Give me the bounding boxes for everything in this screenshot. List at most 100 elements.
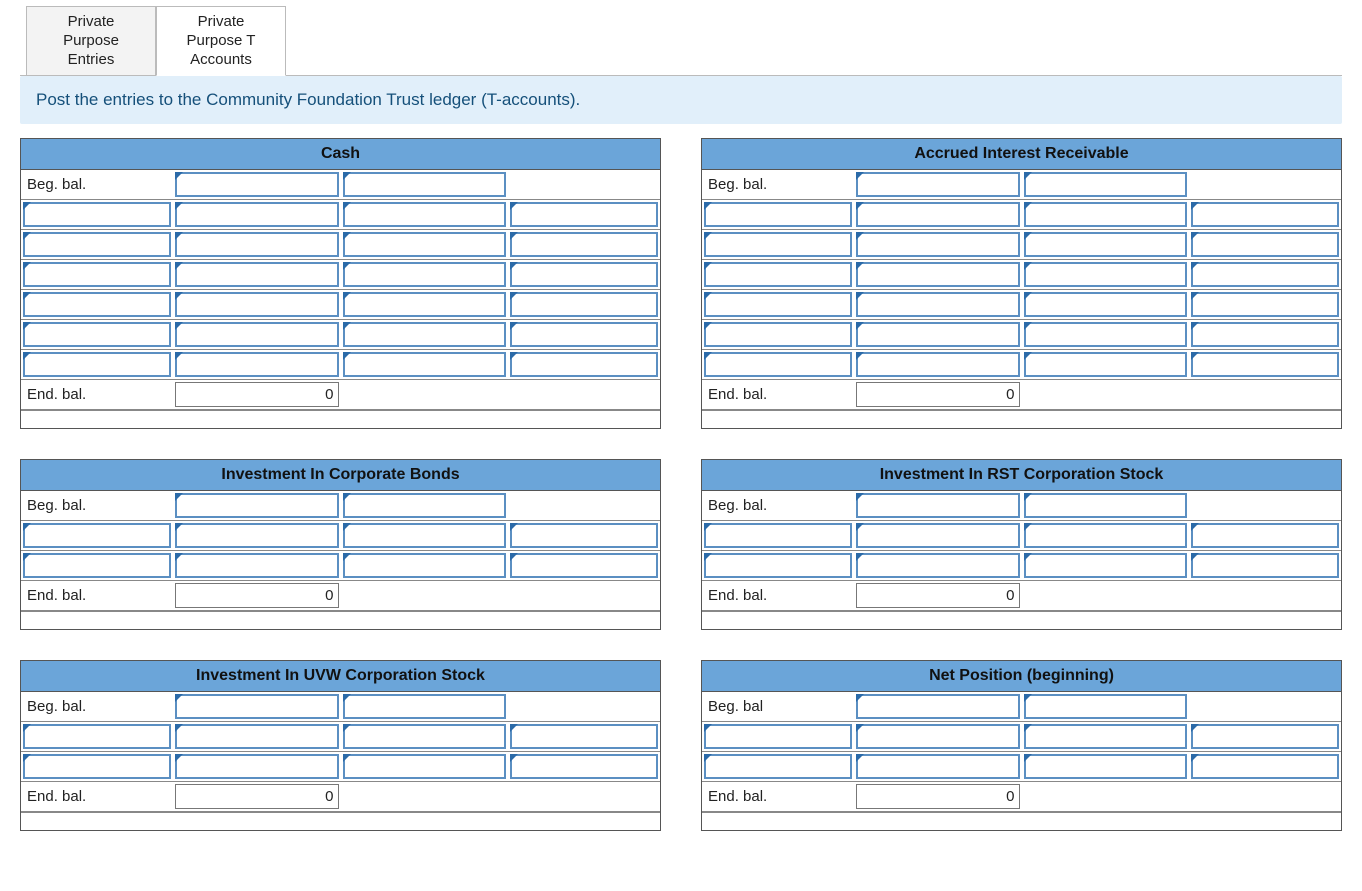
amount-input[interactable] [23, 262, 171, 287]
amount-input[interactable] [343, 202, 506, 227]
amount-input[interactable] [1024, 262, 1187, 287]
amount-input[interactable] [704, 202, 852, 227]
amount-input[interactable] [1024, 232, 1187, 257]
amount-input[interactable] [343, 292, 506, 317]
t-account-title: Investment In UVW Corporation Stock [21, 661, 660, 692]
amount-input[interactable] [856, 202, 1019, 227]
amount-input[interactable] [1191, 523, 1339, 548]
amount-input[interactable] [1191, 232, 1339, 257]
amount-input[interactable] [1024, 724, 1187, 749]
amount-input[interactable] [856, 232, 1019, 257]
amount-input[interactable] [175, 172, 338, 197]
t-cell [508, 200, 660, 229]
amount-input[interactable] [175, 262, 338, 287]
amount-input[interactable] [175, 553, 338, 578]
amount-input[interactable] [1024, 172, 1187, 197]
amount-input[interactable] [704, 724, 852, 749]
amount-input[interactable] [1024, 523, 1187, 548]
amount-input[interactable] [704, 232, 852, 257]
amount-input[interactable] [510, 523, 658, 548]
amount-input[interactable] [175, 493, 338, 518]
amount-input[interactable] [343, 493, 506, 518]
amount-input[interactable] [1024, 292, 1187, 317]
amount-input[interactable] [510, 724, 658, 749]
amount-input[interactable] [343, 322, 506, 347]
amount-input[interactable] [343, 553, 506, 578]
amount-input[interactable] [343, 724, 506, 749]
amount-input[interactable] [23, 523, 171, 548]
amount-input[interactable] [1191, 553, 1339, 578]
t-cell [854, 350, 1021, 379]
amount-input[interactable] [856, 754, 1019, 779]
amount-input[interactable] [343, 172, 506, 197]
amount-input[interactable] [175, 694, 338, 719]
amount-input[interactable] [343, 694, 506, 719]
amount-input[interactable] [23, 724, 171, 749]
amount-input[interactable] [175, 202, 338, 227]
amount-input[interactable] [856, 172, 1019, 197]
amount-input[interactable] [23, 202, 171, 227]
amount-input[interactable] [1024, 202, 1187, 227]
amount-input[interactable] [856, 493, 1019, 518]
amount-input[interactable] [343, 523, 506, 548]
amount-input[interactable] [1191, 724, 1339, 749]
amount-input[interactable] [175, 322, 338, 347]
amount-input[interactable] [704, 352, 852, 377]
amount-input[interactable] [856, 553, 1019, 578]
amount-input[interactable] [704, 523, 852, 548]
amount-input[interactable] [175, 523, 338, 548]
amount-input[interactable] [510, 553, 658, 578]
amount-input[interactable] [1024, 754, 1187, 779]
empty-cell [508, 491, 660, 520]
amount-input[interactable] [704, 754, 852, 779]
amount-input[interactable] [1024, 493, 1187, 518]
amount-input[interactable] [510, 352, 658, 377]
dropdown-indicator-icon [23, 262, 31, 270]
amount-input[interactable] [343, 232, 506, 257]
amount-input[interactable] [856, 292, 1019, 317]
amount-input[interactable] [23, 553, 171, 578]
amount-input[interactable] [704, 322, 852, 347]
amount-input[interactable] [1191, 292, 1339, 317]
amount-input[interactable] [343, 262, 506, 287]
amount-input[interactable] [1191, 754, 1339, 779]
amount-input[interactable] [856, 523, 1019, 548]
amount-input[interactable] [23, 322, 171, 347]
amount-input[interactable] [1191, 322, 1339, 347]
t-account: CashBeg. bal.End. bal.0 [20, 138, 661, 429]
amount-input[interactable] [175, 352, 338, 377]
amount-input[interactable] [1024, 352, 1187, 377]
amount-input[interactable] [175, 724, 338, 749]
amount-input[interactable] [704, 292, 852, 317]
amount-input[interactable] [510, 322, 658, 347]
amount-input[interactable] [856, 352, 1019, 377]
amount-input[interactable] [23, 352, 171, 377]
amount-input[interactable] [510, 754, 658, 779]
amount-input[interactable] [856, 694, 1019, 719]
amount-input[interactable] [23, 232, 171, 257]
amount-input[interactable] [510, 202, 658, 227]
amount-input[interactable] [343, 754, 506, 779]
amount-input[interactable] [856, 322, 1019, 347]
amount-input[interactable] [856, 262, 1019, 287]
amount-input[interactable] [175, 292, 338, 317]
amount-input[interactable] [23, 292, 171, 317]
amount-input[interactable] [23, 754, 171, 779]
amount-input[interactable] [1024, 553, 1187, 578]
amount-input[interactable] [1024, 322, 1187, 347]
amount-input[interactable] [1191, 202, 1339, 227]
amount-input[interactable] [704, 553, 852, 578]
amount-input[interactable] [1191, 262, 1339, 287]
tab-private-purpose-entries[interactable]: Private Purpose Entries [26, 6, 156, 76]
tab-private-purpose-t-accounts[interactable]: Private Purpose T Accounts [156, 6, 286, 76]
amount-input[interactable] [856, 724, 1019, 749]
amount-input[interactable] [175, 754, 338, 779]
amount-input[interactable] [1024, 694, 1187, 719]
amount-input[interactable] [1191, 352, 1339, 377]
amount-input[interactable] [510, 232, 658, 257]
amount-input[interactable] [704, 262, 852, 287]
amount-input[interactable] [343, 352, 506, 377]
amount-input[interactable] [510, 262, 658, 287]
amount-input[interactable] [175, 232, 338, 257]
amount-input[interactable] [510, 292, 658, 317]
